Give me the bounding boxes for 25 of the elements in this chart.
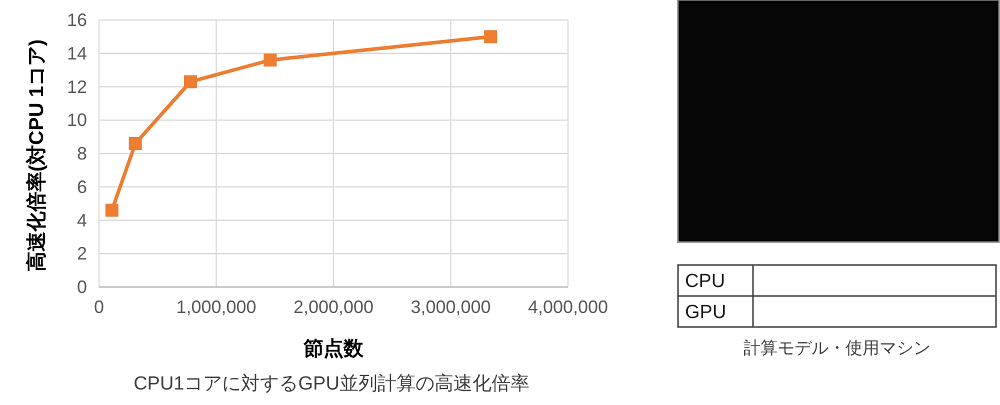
text: CPU bbox=[685, 271, 726, 292]
x-tick-label: 2,000,000 bbox=[293, 297, 374, 317]
text: 計算モデル・使用マシン bbox=[744, 338, 930, 358]
y-tick-label: 2 bbox=[76, 244, 87, 264]
x-tick-label: 3,000,000 bbox=[410, 297, 491, 317]
y-tick-label: 12 bbox=[66, 76, 87, 97]
point bbox=[105, 204, 118, 217]
y-tick-label: 8 bbox=[76, 144, 87, 164]
y-axis-title: 高速化倍率(対CPU 1コア) bbox=[25, 39, 48, 272]
point bbox=[264, 54, 277, 67]
x-tick-label: 0 bbox=[94, 297, 104, 317]
y-tick-label: 4 bbox=[76, 210, 87, 230]
x-axis-title: 節点数 bbox=[302, 338, 364, 360]
x-tick-label: 4,000,000 bbox=[528, 297, 608, 317]
text: GPU bbox=[685, 302, 726, 323]
point bbox=[484, 30, 498, 44]
y-tick-label: 16 bbox=[66, 10, 87, 30]
point bbox=[128, 136, 142, 150]
y-tick-label: 0 bbox=[76, 277, 87, 297]
point bbox=[184, 75, 197, 88]
y-tick-label: 10 bbox=[66, 110, 87, 130]
x-tick-label: 1,000,000 bbox=[176, 297, 256, 317]
text: CPU1コアに対するGPU並列計算の高速化倍率 bbox=[134, 372, 530, 394]
y-tick-label: 6 bbox=[76, 176, 87, 197]
y-tick-label: 14 bbox=[66, 43, 87, 64]
